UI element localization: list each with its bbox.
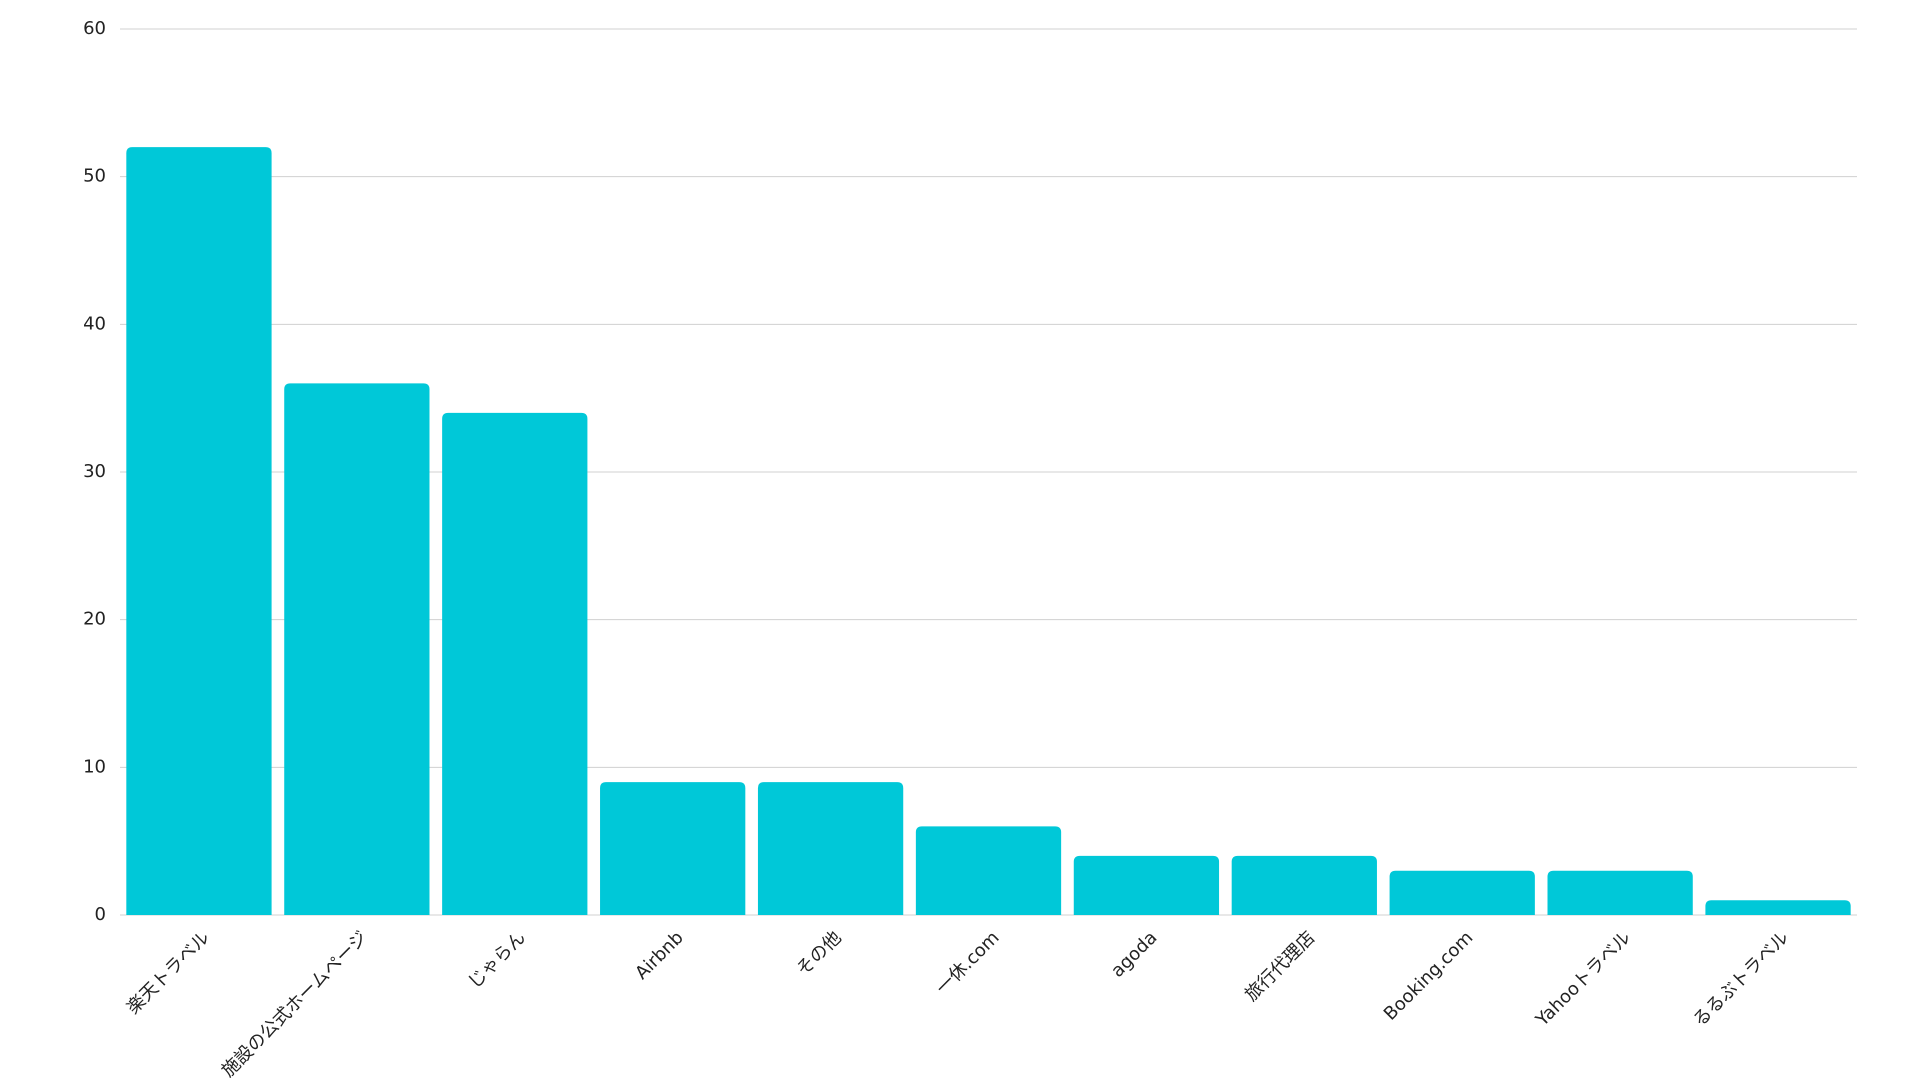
- x-tick-label: 一休.com: [932, 927, 1004, 999]
- x-tick-label: Airbnb: [631, 927, 688, 984]
- x-tick-label: agoda: [1107, 927, 1161, 981]
- bar: [915, 826, 1062, 915]
- y-tick-label: 60: [83, 18, 106, 39]
- y-tick-label: 50: [83, 166, 106, 187]
- y-tick-label: 0: [95, 904, 106, 925]
- x-tick-label: Booking.com: [1380, 927, 1477, 1024]
- y-tick-label: 20: [83, 609, 106, 630]
- x-tick-label: じゃらん: [464, 927, 530, 993]
- bar: [1073, 855, 1220, 915]
- y-tick-label: 40: [83, 313, 106, 334]
- x-tick-label: その他: [793, 927, 846, 980]
- x-tick-label: Yahooトラベル: [1531, 927, 1635, 1031]
- bar: [284, 383, 430, 915]
- y-tick-label: 30: [83, 461, 106, 482]
- y-tick-label: 10: [83, 756, 106, 777]
- bar: [1705, 900, 1851, 915]
- x-tick-label: 楽天トラベル: [123, 927, 214, 1018]
- x-tick-label: るるぶトラベル: [1689, 927, 1793, 1031]
- bar: [1231, 855, 1377, 915]
- bar: [1389, 870, 1535, 915]
- bar: [757, 782, 904, 915]
- bar: [442, 412, 588, 915]
- bar: [126, 147, 272, 916]
- bar: [600, 782, 746, 915]
- x-tick-label: 旅行代理店: [1241, 927, 1319, 1005]
- bar: [1547, 870, 1693, 915]
- x-tick-label: 施設の公式ホームページ: [218, 927, 372, 1080]
